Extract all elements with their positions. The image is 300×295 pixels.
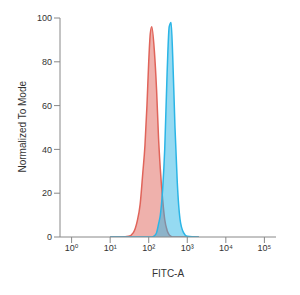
svg-text:20: 20 [42,188,52,198]
svg-text:10⁵: 10⁵ [258,243,272,253]
svg-text:FITC-A: FITC-A [152,268,185,279]
svg-text:10⁰: 10⁰ [65,243,79,253]
svg-text:100: 100 [37,13,52,23]
svg-text:10⁴: 10⁴ [219,243,233,253]
svg-text:0: 0 [47,232,52,242]
svg-text:10²: 10² [142,243,155,253]
svg-text:40: 40 [42,145,52,155]
svg-text:10¹: 10¹ [104,243,117,253]
svg-text:80: 80 [42,57,52,67]
svg-text:Normalized To Mode: Normalized To Mode [17,81,28,173]
svg-text:10³: 10³ [181,243,194,253]
svg-text:60: 60 [42,101,52,111]
